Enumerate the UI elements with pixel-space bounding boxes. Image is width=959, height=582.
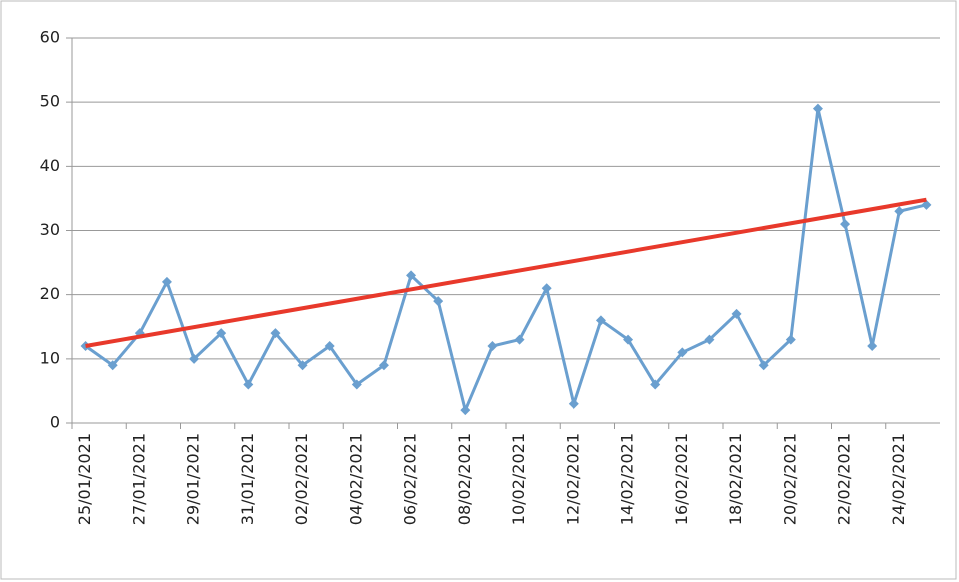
point-marker bbox=[894, 206, 905, 217]
x-tick-label: 14/02/2021 bbox=[618, 433, 637, 525]
point-marker bbox=[650, 379, 661, 390]
point-marker bbox=[758, 360, 769, 371]
point-marker bbox=[677, 347, 688, 358]
x-tick-label: 02/02/2021 bbox=[292, 433, 311, 525]
point-marker bbox=[487, 341, 498, 351]
x-tick-label: 16/02/2021 bbox=[672, 433, 691, 525]
point-marker bbox=[378, 360, 389, 371]
point-marker bbox=[541, 283, 552, 294]
point-marker bbox=[785, 334, 796, 345]
x-tick-label: 27/01/2021 bbox=[129, 433, 148, 525]
point-marker bbox=[324, 341, 335, 351]
point-marker bbox=[270, 328, 281, 339]
y-tick-label: 30 bbox=[40, 220, 60, 239]
y-tick-label: 20 bbox=[40, 284, 60, 303]
point-marker bbox=[840, 219, 851, 230]
point-marker bbox=[921, 199, 932, 210]
x-tick-label: 31/01/2021 bbox=[238, 433, 257, 525]
point-marker bbox=[107, 360, 118, 371]
point-marker bbox=[243, 379, 254, 390]
y-tick-label: 60 bbox=[40, 28, 60, 47]
point-marker bbox=[514, 334, 525, 345]
point-marker bbox=[867, 341, 878, 351]
x-tick-label: 08/02/2021 bbox=[455, 433, 474, 525]
point-marker bbox=[731, 308, 742, 319]
point-marker bbox=[460, 405, 471, 416]
series-line bbox=[84, 108, 927, 415]
x-tick-label: 06/02/2021 bbox=[401, 433, 420, 525]
x-tick-label: 12/02/2021 bbox=[563, 433, 582, 525]
point-marker bbox=[161, 276, 172, 287]
point-marker bbox=[812, 103, 823, 114]
point-marker bbox=[216, 328, 227, 339]
y-tick-label: 50 bbox=[40, 92, 60, 111]
x-tick-label: 04/02/2021 bbox=[346, 433, 365, 525]
x-tick-label: 18/02/2021 bbox=[726, 433, 745, 525]
x-tick-label: 24/02/2021 bbox=[889, 433, 908, 525]
x-tick-label: 22/02/2021 bbox=[835, 433, 854, 525]
point-marker bbox=[406, 270, 417, 281]
y-tick-label: 0 bbox=[50, 413, 60, 432]
point-marker bbox=[623, 334, 634, 345]
trendline bbox=[85, 197, 927, 348]
x-tick-label: 25/01/2021 bbox=[75, 433, 94, 525]
y-tick-label: 10 bbox=[40, 348, 60, 367]
point-marker bbox=[297, 360, 308, 371]
point-marker bbox=[568, 398, 579, 409]
y-tick-label: 40 bbox=[40, 156, 60, 175]
x-tick-label: 20/02/2021 bbox=[780, 433, 799, 525]
point-marker bbox=[189, 353, 200, 364]
point-marker bbox=[351, 379, 362, 390]
point-marker bbox=[433, 296, 444, 307]
x-tick-label: 29/01/2021 bbox=[184, 433, 203, 525]
point-marker bbox=[704, 334, 715, 345]
point-marker bbox=[595, 315, 606, 326]
x-tick-label: 10/02/2021 bbox=[509, 433, 528, 525]
